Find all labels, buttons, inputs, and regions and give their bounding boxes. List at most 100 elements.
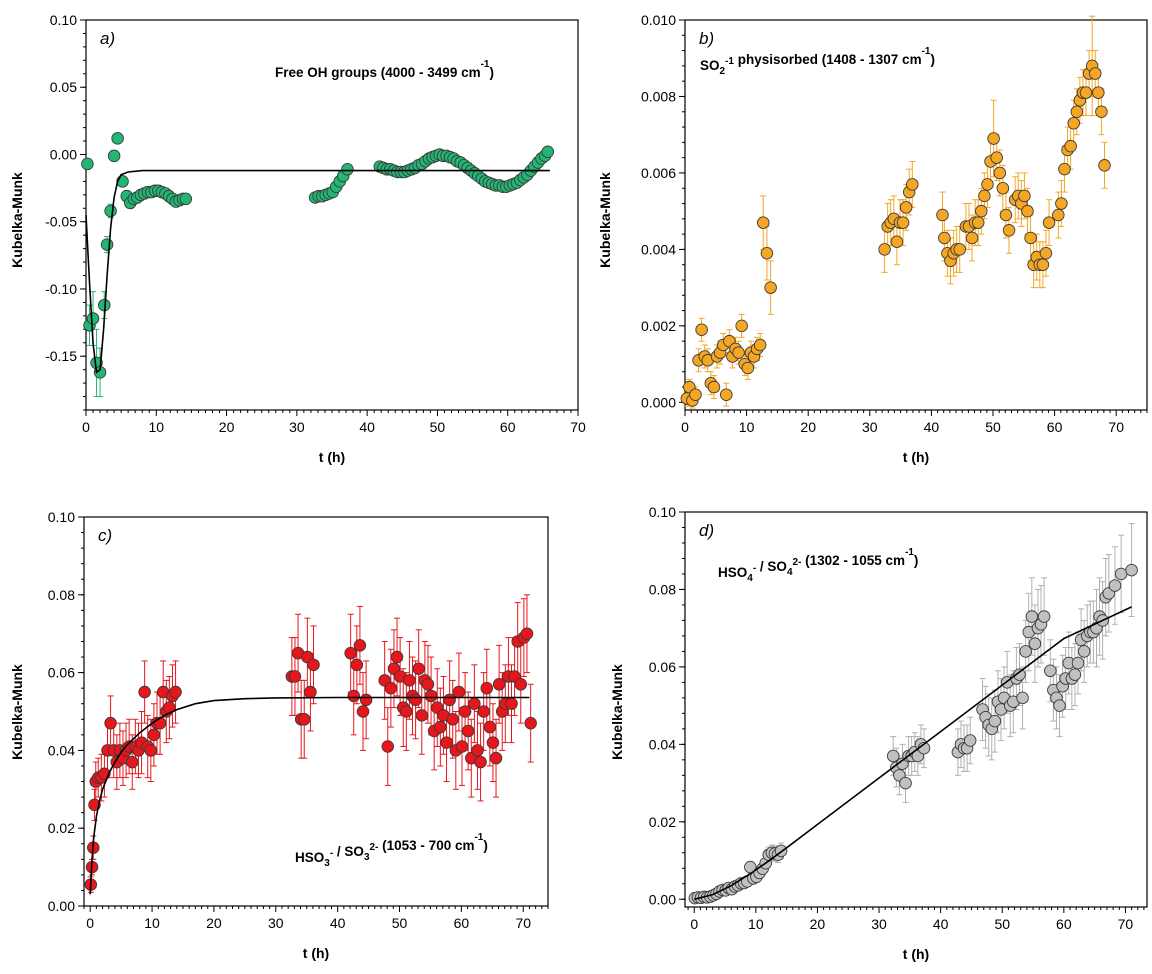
y-tick-label: 0.002: [641, 318, 676, 334]
data-point: [104, 204, 117, 218]
y-tick-label: 0.02: [48, 820, 75, 836]
data-point: [480, 681, 494, 695]
x-tick-label: 60: [1056, 916, 1072, 932]
data-point: [1024, 231, 1037, 245]
data-point: [461, 724, 475, 738]
y-tick-label: 0.06: [48, 665, 75, 681]
data-point: [350, 658, 364, 672]
data-point: [455, 740, 469, 753]
x-tick-label: 60: [500, 419, 516, 435]
data-point: [963, 734, 977, 747]
x-tick-label: 10: [748, 916, 764, 932]
x-tick-label: 70: [570, 419, 586, 435]
data-point: [153, 716, 167, 730]
x-tick-label: 40: [924, 419, 940, 435]
data-point: [756, 216, 770, 229]
data-point: [1052, 208, 1065, 222]
data-point: [483, 720, 497, 734]
data-point: [341, 163, 354, 176]
y-tick-label: 0.04: [48, 742, 75, 758]
x-axis-label: t (h): [903, 946, 929, 962]
x-tick-label: 0: [82, 419, 90, 435]
panel-d: 0 10 20 30 40 50 60 70 0.00 0.02 0.04 0.06 0.08 0.10 t…: [609, 504, 1148, 962]
data-point: [421, 678, 435, 691]
data-point: [878, 243, 891, 256]
data-point: [741, 361, 755, 375]
data-point: [307, 658, 320, 672]
series-annotation: SO2-1 physisorbed (1408 - 1307 cm-1): [700, 46, 935, 77]
data-point: [104, 716, 117, 730]
panel-b: 0 10 20 30 40 50 60 70 0.000 0.002 0.004 0.006 0.008…: [597, 12, 1148, 465]
y-tick-label: 0.10: [649, 504, 676, 520]
data-point: [144, 744, 158, 757]
data-point: [297, 713, 311, 726]
data-point: [695, 323, 708, 336]
data-point: [138, 685, 151, 699]
data-point: [434, 720, 447, 734]
data-point: [720, 388, 733, 401]
data-point: [1039, 246, 1053, 260]
y-tick-label: 0.08: [649, 581, 676, 597]
data-point: [953, 243, 966, 256]
data-point: [1077, 645, 1091, 658]
data-point: [760, 246, 774, 260]
y-tick-label: 0.08: [48, 587, 75, 603]
x-tick-label: 50: [392, 915, 408, 931]
series-annotation: HSO4- / SO42- (1302 - 1055 cm-1): [718, 547, 918, 584]
data-point: [896, 216, 910, 229]
x-tick-label: 30: [289, 419, 305, 435]
data-point: [86, 312, 100, 325]
data-series: [84, 594, 537, 895]
y-tick-label: 0.008: [641, 88, 676, 104]
data-point: [1095, 105, 1108, 119]
x-tick-label: 30: [871, 916, 887, 932]
panel-letter: d): [699, 521, 714, 540]
data-point: [971, 216, 985, 229]
x-tick-label: 20: [800, 419, 816, 435]
data-point: [1042, 216, 1056, 229]
data-point: [452, 685, 466, 699]
x-axis-label: t (h): [319, 449, 345, 465]
series-annotation: HSO3- / SO32- (1053 - 700 cm-1): [295, 832, 488, 869]
panel-letter: b): [699, 29, 714, 48]
x-tick-label: 30: [268, 915, 284, 931]
data-point: [1089, 67, 1102, 80]
data-point: [489, 751, 503, 765]
data-point: [707, 380, 721, 394]
x-tick-label: 10: [148, 419, 164, 435]
data-point: [1071, 656, 1085, 670]
data-point: [477, 705, 490, 718]
x-axis-label: t (h): [303, 945, 329, 961]
data-point: [1079, 86, 1093, 99]
y-tick-label: -0.15: [45, 348, 77, 364]
data-point: [169, 685, 182, 699]
data-point: [1067, 116, 1080, 130]
data-point: [1025, 610, 1039, 623]
data-point: [1018, 189, 1031, 203]
data-point: [988, 714, 1002, 728]
data-point: [412, 662, 425, 675]
data-point: [505, 697, 518, 710]
y-tick-label: 0.02: [649, 814, 676, 830]
data-point: [347, 689, 360, 703]
data-point: [492, 678, 506, 691]
panel-letter: a): [100, 29, 115, 48]
data-point: [1021, 204, 1034, 218]
data-point: [936, 208, 949, 222]
y-tick-label: 0.006: [641, 165, 676, 181]
y-tick-label: 0.00: [649, 891, 676, 907]
y-axis-label: Kubelka-Munk: [9, 664, 25, 760]
data-point: [81, 157, 94, 171]
fit-curve: [85, 169, 550, 374]
data-point: [1037, 610, 1051, 623]
data-point: [938, 231, 951, 245]
x-tick-label: 40: [330, 915, 346, 931]
fit-curve: [694, 606, 1132, 901]
data-point: [1092, 86, 1105, 99]
data-point: [1019, 645, 1032, 658]
data-point: [384, 681, 398, 695]
data-series: [680, 15, 1111, 409]
data-point: [1068, 668, 1082, 681]
panel-a: 0 10 20 30 40 50 60 70 -0.15 -0.10 -0.05 0.00 0.05 0.…: [9, 12, 586, 465]
